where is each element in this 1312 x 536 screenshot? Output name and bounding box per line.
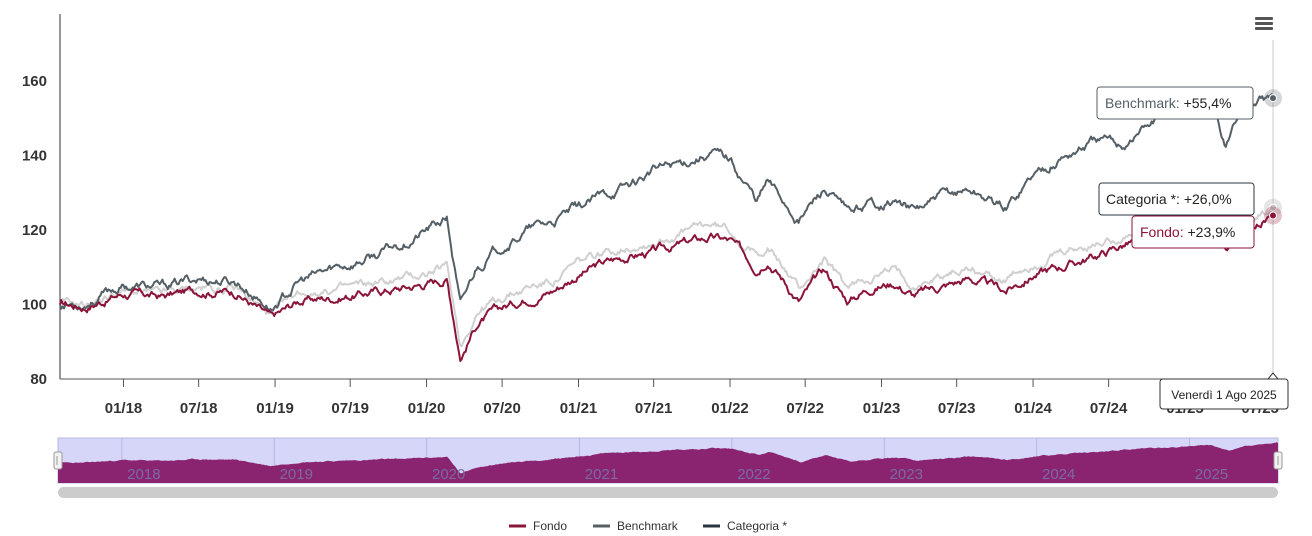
navigator-area [58,442,1278,483]
legend-item-fondo[interactable]: Fondo [509,519,567,533]
marker-point [1269,211,1277,220]
x-tick-label: 01/24 [1014,400,1052,417]
x-tick-label: 07/19 [331,400,369,417]
tooltip-date: Venerdì 1 Ago 2025 [1159,372,1289,410]
navigator[interactable]: 2018 2019 2020 2021 2022 2023 2024 2025 [53,437,1283,484]
hamburger-menu-icon[interactable] [1252,14,1274,34]
y-tick-label: 140 [22,148,47,165]
x-axis-ticks: 01/18 07/18 01/19 07/19 01/20 07/20 01/21 07/21… [105,379,1279,417]
svg-text:Categoria *: +26,0%: Categoria *: +26,0% [1106,191,1232,207]
tooltip-benchmark: Benchmark: +55,4% [1096,86,1254,120]
svg-text:Fondo: +23,9%: Fondo: +23,9% [1140,224,1235,240]
series-line-fondo [59,212,1274,362]
hover-markers [1264,89,1282,225]
x-tick-label: 07/18 [180,400,218,417]
x-tick-label: 07/24 [1090,400,1128,417]
tooltip-categoria-label: Categoria *: [1106,191,1184,207]
x-tick-label: 07/21 [635,400,673,417]
x-tick-label: 07/23 [938,400,976,417]
marker-point [1269,203,1277,212]
navigator-year-label: 2020 [432,466,465,483]
svg-text:Benchmark: +55,4%: Benchmark: +55,4% [1105,95,1231,111]
legend-item-categoria[interactable]: Categoria * [703,519,787,533]
x-tick-label: 01/20 [408,400,446,417]
y-tick-label: 100 [22,297,47,314]
legend-label: Fondo [533,519,567,533]
navigator-year-label: 2025 [1195,466,1228,483]
legend-label: Categoria * [727,519,787,533]
navigator-year-label: 2023 [890,466,923,483]
tooltip-fondo: Fondo: +23,9% [1131,215,1255,249]
x-tick-label: 01/21 [560,400,598,417]
x-tick-label: 01/18 [105,400,143,417]
tooltip-categoria-value: +26,0% [1184,191,1232,207]
series-lines [59,90,1274,362]
y-tick-label: 160 [22,73,47,90]
marker-point [1269,94,1277,103]
legend-item-benchmark[interactable]: Benchmark [593,519,679,533]
y-tick-label: 120 [22,222,47,239]
tooltip-categoria: Categoria *: +26,0% [1098,182,1255,216]
x-tick-label: 07/22 [786,400,824,417]
navigator-year-label: 2021 [585,466,618,483]
navigator-scrollbar[interactable] [58,487,1278,498]
y-tick-label: 80 [30,371,47,388]
x-tick-label: 07/20 [483,400,521,417]
tooltip-date-text: Venerdì 1 Ago 2025 [1171,388,1277,402]
axes: 80 100 120 140 160 01/18 07/18 01/19 07/19 01/20… [22,14,1279,417]
series-line-categoria [59,207,1274,348]
x-tick-label: 01/23 [863,400,901,417]
legend: Fondo Benchmark Categoria * [509,519,787,533]
tooltip-fondo-value: +23,9% [1187,224,1235,240]
y-axis-ticks: 80 100 120 140 160 [22,73,47,388]
navigator-year-label: 2022 [737,466,770,483]
series-line-benchmark [59,90,1274,313]
x-tick-label: 01/22 [711,400,749,417]
tooltip-fondo-label: Fondo: [1140,224,1187,240]
navigator-handle-left[interactable] [53,451,63,470]
navigator-labels: 2018 2019 2020 2021 2022 2023 2024 2025 [127,466,1228,483]
tooltip-benchmark-value: +55,4% [1184,95,1232,111]
navigator-year-label: 2024 [1042,466,1075,483]
tooltip-benchmark-label: Benchmark: [1105,95,1184,111]
navigator-year-label: 2019 [280,466,313,483]
navigator-year-label: 2018 [127,466,160,483]
x-tick-label: 01/19 [256,400,294,417]
legend-label: Benchmark [617,519,679,533]
